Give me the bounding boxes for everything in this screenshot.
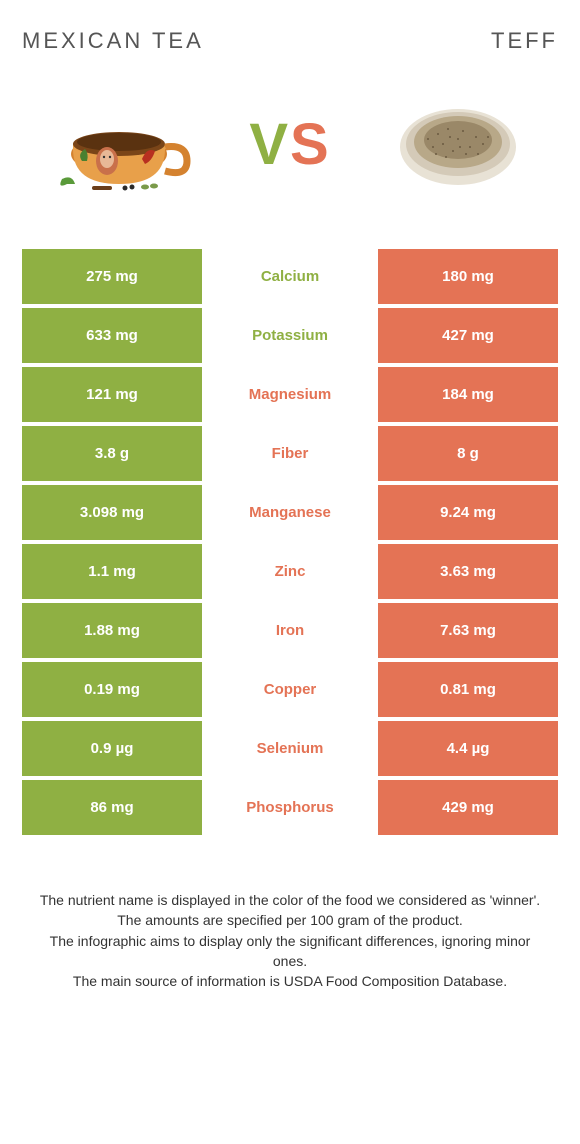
right-value: 3.63 mg <box>378 544 558 599</box>
left-food-title: MEXICAN TEA <box>22 28 204 54</box>
footer-line: The infographic aims to display only the… <box>32 931 548 972</box>
table-row: 633 mgPotassium427 mg <box>22 308 558 363</box>
right-value: 0.81 mg <box>378 662 558 717</box>
right-value: 180 mg <box>378 249 558 304</box>
left-value: 3.8 g <box>22 426 202 481</box>
table-row: 1.1 mgZinc3.63 mg <box>22 544 558 599</box>
table-row: 121 mgMagnesium184 mg <box>22 367 558 422</box>
right-value: 7.63 mg <box>378 603 558 658</box>
nutrient-label: Copper <box>202 662 378 717</box>
left-value: 275 mg <box>22 249 202 304</box>
table-row: 3.8 gFiber8 g <box>22 426 558 481</box>
vs-label: VS <box>249 111 330 178</box>
nutrient-label: Fiber <box>202 426 378 481</box>
left-food-image <box>47 89 197 199</box>
table-row: 0.19 mgCopper0.81 mg <box>22 662 558 717</box>
left-value: 86 mg <box>22 780 202 835</box>
footer-notes: The nutrient name is displayed in the co… <box>22 890 558 991</box>
left-value: 3.098 mg <box>22 485 202 540</box>
right-food-title: TEFF <box>491 28 558 54</box>
left-value: 633 mg <box>22 308 202 363</box>
right-value: 9.24 mg <box>378 485 558 540</box>
nutrient-label: Calcium <box>202 249 378 304</box>
left-value: 121 mg <box>22 367 202 422</box>
left-value: 0.19 mg <box>22 662 202 717</box>
footer-line: The nutrient name is displayed in the co… <box>32 890 548 910</box>
left-value: 1.1 mg <box>22 544 202 599</box>
nutrient-label: Potassium <box>202 308 378 363</box>
left-value: 1.88 mg <box>22 603 202 658</box>
footer-line: The main source of information is USDA F… <box>32 971 548 991</box>
right-value: 429 mg <box>378 780 558 835</box>
nutrient-label: Magnesium <box>202 367 378 422</box>
nutrient-label: Zinc <box>202 544 378 599</box>
nutrient-label: Phosphorus <box>202 780 378 835</box>
header: MEXICAN TEA TEFF <box>22 28 558 54</box>
vs-s: S <box>290 112 331 177</box>
right-value: 4.4 µg <box>378 721 558 776</box>
table-row: 1.88 mgIron7.63 mg <box>22 603 558 658</box>
images-row: VS <box>22 89 558 199</box>
table-row: 0.9 µgSelenium4.4 µg <box>22 721 558 776</box>
right-value: 184 mg <box>378 367 558 422</box>
nutrient-table: 275 mgCalcium180 mg633 mgPotassium427 mg… <box>22 249 558 835</box>
nutrient-label: Manganese <box>202 485 378 540</box>
vs-v: V <box>249 112 290 177</box>
right-food-image <box>383 89 533 199</box>
table-row: 3.098 mgManganese9.24 mg <box>22 485 558 540</box>
table-row: 275 mgCalcium180 mg <box>22 249 558 304</box>
table-row: 86 mgPhosphorus429 mg <box>22 780 558 835</box>
nutrient-label: Selenium <box>202 721 378 776</box>
left-value: 0.9 µg <box>22 721 202 776</box>
nutrient-label: Iron <box>202 603 378 658</box>
footer-line: The amounts are specified per 100 gram o… <box>32 910 548 930</box>
right-value: 8 g <box>378 426 558 481</box>
right-value: 427 mg <box>378 308 558 363</box>
